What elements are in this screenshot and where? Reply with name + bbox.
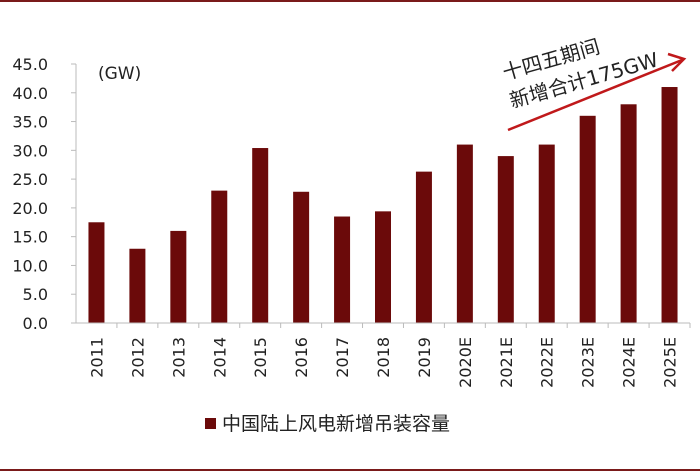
x-tick-label: 2014 <box>210 337 229 378</box>
x-tick-label: 2015 <box>251 337 270 378</box>
x-tick-label: 2020E <box>456 337 475 388</box>
bar <box>456 144 473 323</box>
legend: 中国陆上风电新增吊装容量 <box>205 413 450 435</box>
unit-label: (GW) <box>98 64 141 84</box>
x-tick-label: 2019 <box>415 337 434 378</box>
y-tick-label: 45.0 <box>12 55 48 74</box>
bar <box>579 115 596 323</box>
y-tick-label: 25.0 <box>12 170 48 189</box>
x-axis-labels: 2011 2012 2013 2014 2015 2016 2017 2018 2019 2020… <box>87 323 691 388</box>
y-tick-label: 0.0 <box>23 314 48 333</box>
trend-arrow-line <box>507 58 683 132</box>
x-tick-label: 2018 <box>374 337 393 378</box>
bar <box>211 190 228 323</box>
bar <box>88 222 105 323</box>
bar <box>334 216 351 323</box>
bar <box>661 87 678 324</box>
y-tick-label: 10.0 <box>12 256 48 275</box>
legend-label: 中国陆上风电新增吊装容量 <box>222 413 450 435</box>
x-tick-label: 2023E <box>579 337 598 388</box>
x-tick-label: 2011 <box>87 337 106 378</box>
bar <box>129 248 146 323</box>
y-tick-label: 15.0 <box>12 228 48 247</box>
bar <box>375 211 391 323</box>
bar <box>415 171 432 323</box>
bottom-frame-line <box>0 469 700 471</box>
x-tick-label: 2013 <box>169 337 188 378</box>
x-tick-label: 2024E <box>620 337 639 388</box>
y-tick-label: 30.0 <box>12 141 48 160</box>
x-tick-label: 2021E <box>497 337 516 388</box>
y-tick-label: 5.0 <box>23 285 48 304</box>
bar <box>293 191 310 323</box>
x-tick-label: 2022E <box>538 337 557 388</box>
x-tick-label: 2016 <box>292 337 311 378</box>
bar <box>252 148 269 323</box>
y-tick-label: 20.0 <box>12 199 48 218</box>
bar <box>170 230 187 323</box>
x-tick-label: 2012 <box>128 337 147 378</box>
legend-swatch <box>205 418 216 429</box>
x-tick-label: 2025E <box>661 337 680 388</box>
bar <box>620 104 637 324</box>
y-tick-label: 35.0 <box>12 113 48 132</box>
trend-arrow-head <box>667 52 687 72</box>
bars <box>88 87 678 324</box>
x-tick-label: 2017 <box>333 337 352 378</box>
top-frame-line <box>0 0 700 2</box>
y-tick-label: 40.0 <box>12 84 48 103</box>
y-axis: 0.0 5.0 10.0 15.0 20.0 25.0 30.0 35.0 40.0 45.0 <box>12 55 76 333</box>
bar <box>538 144 555 323</box>
bar <box>497 156 514 323</box>
annotation: 十四五期间 新增合计175GW <box>500 34 687 132</box>
